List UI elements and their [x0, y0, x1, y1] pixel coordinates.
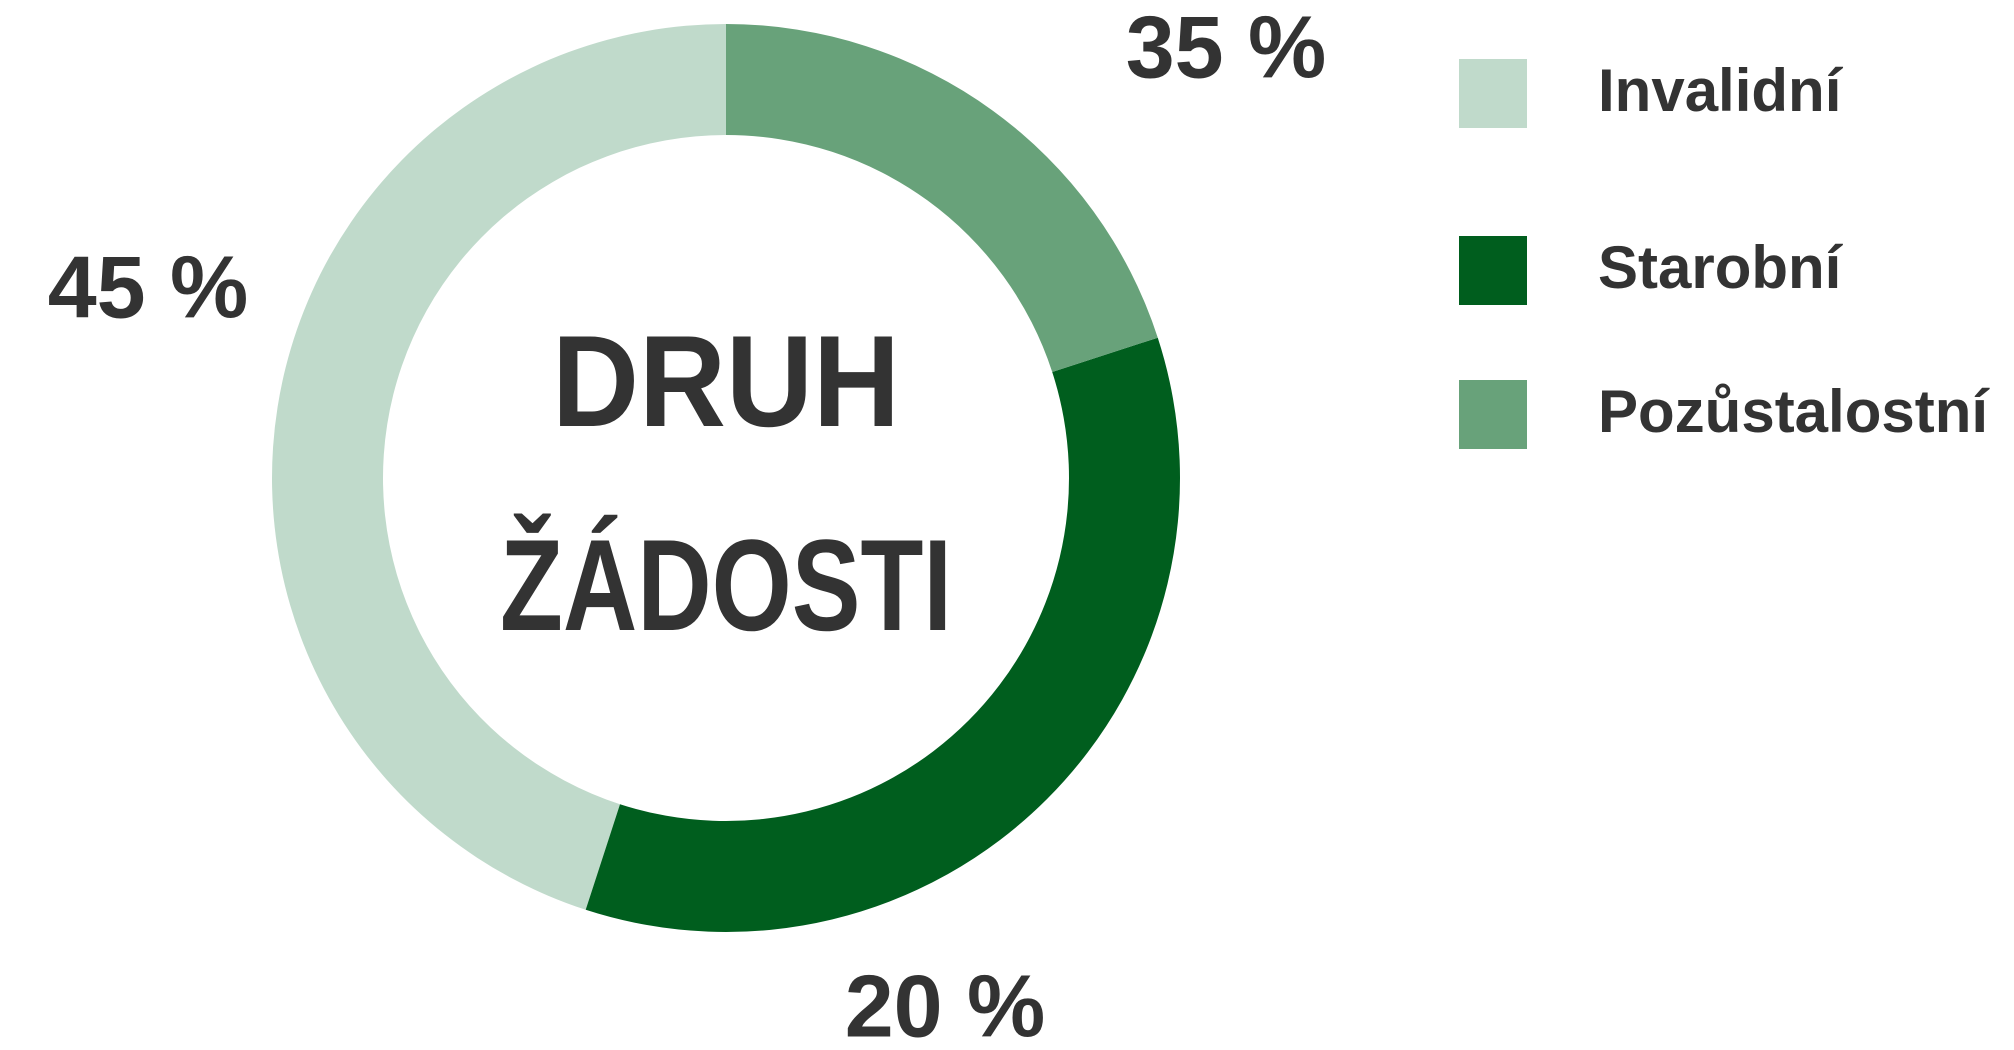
value-label: 20 % [845, 956, 1046, 1050]
legend-swatch [1459, 380, 1527, 449]
value-label: 45 % [48, 237, 249, 336]
center-title: ŽÁDOSTI [500, 512, 952, 658]
donut-segment [726, 24, 1158, 373]
legend-label: Invalidní [1598, 57, 1844, 124]
donut-segment [272, 24, 726, 910]
value-label: 35 % [1126, 0, 1327, 96]
legend-swatch [1459, 59, 1527, 128]
legend-label: Starobní [1598, 234, 1844, 301]
center-title: DRUH [552, 308, 900, 454]
legend-swatch [1459, 236, 1527, 305]
legend-label: Pozůstalostní [1598, 378, 1990, 445]
donut-segment [585, 337, 1180, 932]
